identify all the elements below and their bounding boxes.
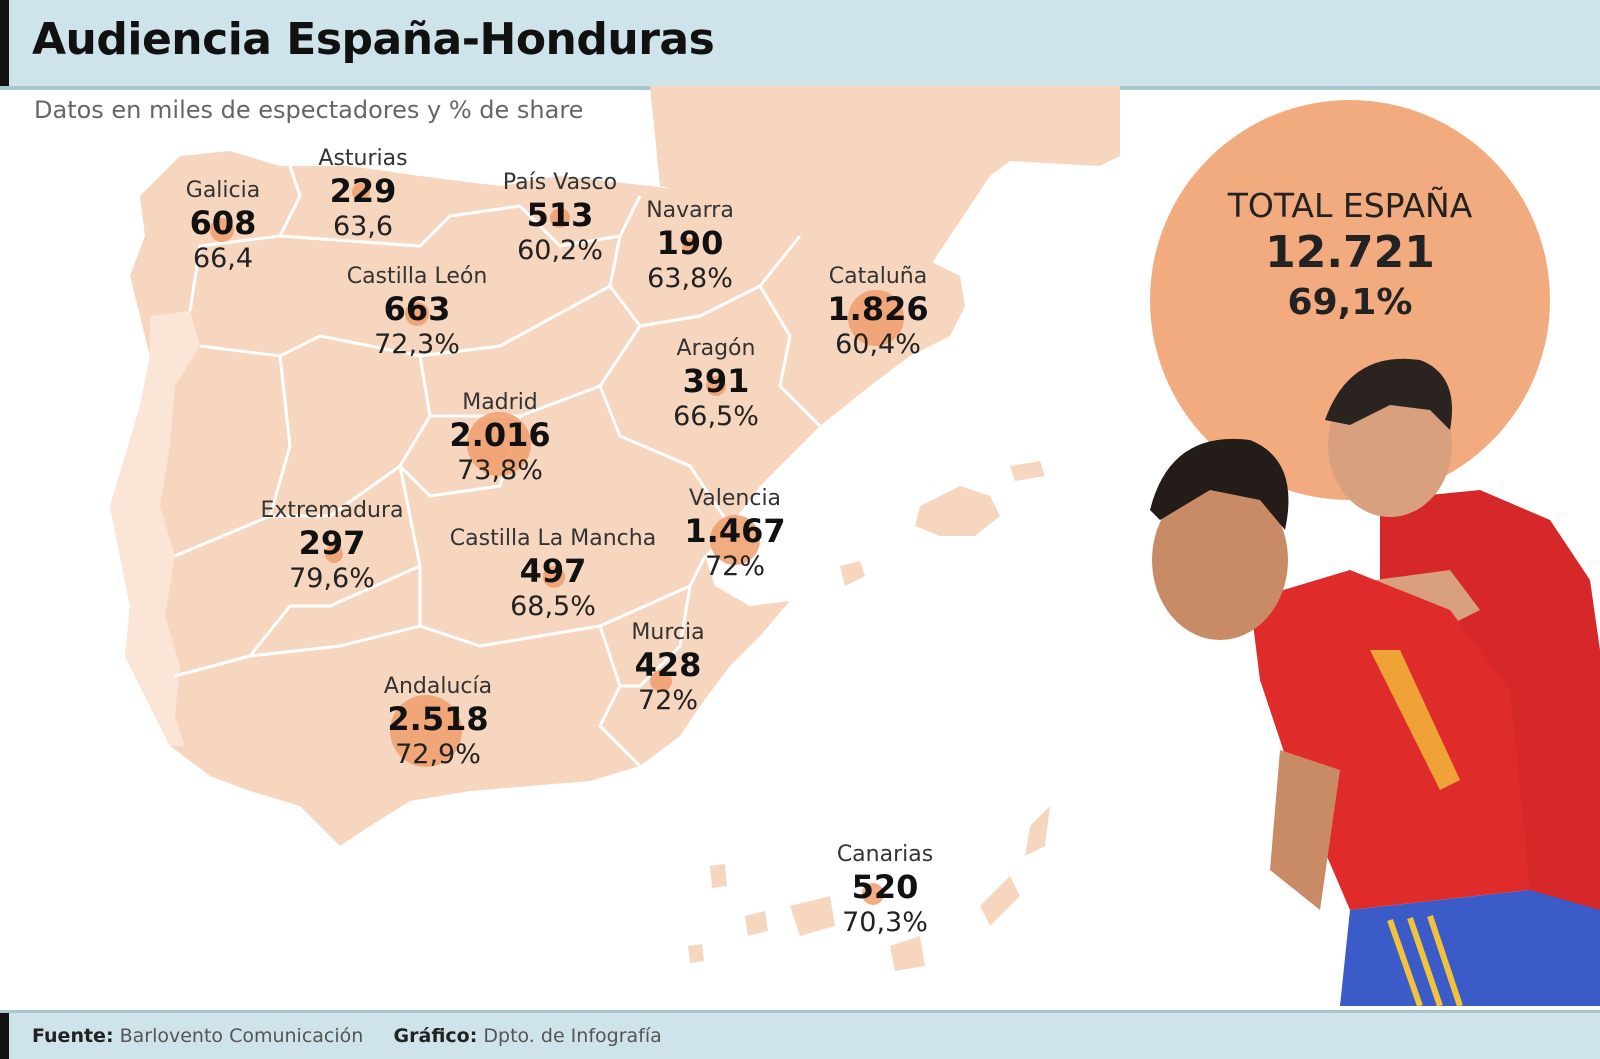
region-share: 63,8%: [647, 263, 733, 294]
region-share: 73,8%: [457, 455, 543, 486]
region-murcia: Murcia 428 72%: [548, 620, 788, 718]
region-name: Madrid: [462, 390, 538, 415]
region-valencia: Valencia 1.467 72%: [615, 486, 855, 584]
region-name: País Vasco: [502, 170, 618, 195]
region-share: 70,3%: [842, 907, 928, 938]
region-galicia: Galicia 608 66,4: [103, 178, 343, 276]
region-canarias: Canarias 520 70,3%: [765, 842, 1005, 940]
value-dot-navarra: [682, 238, 696, 252]
region-castilla-leon: Castilla León 663 72,3%: [297, 264, 537, 362]
source-label: Fuente:: [32, 1025, 114, 1047]
region-share: 79,6%: [289, 563, 375, 594]
value-dot-castilla-la-mancha: [543, 566, 565, 588]
value-dot-pais-vasco: [550, 208, 570, 228]
value-dot-extremadura: [325, 545, 343, 563]
graphic-value: Dpto. de Infografía: [483, 1025, 662, 1047]
region-name: Galicia: [185, 178, 261, 203]
mallorca: [915, 486, 1000, 536]
region-value: 520: [851, 868, 919, 906]
value-dot-castilla-leon: [405, 302, 429, 326]
region-extremadura: Extremadura 297 79,6%: [212, 498, 452, 596]
region-name: Valencia: [688, 486, 782, 511]
region-share: 60,2%: [517, 235, 603, 266]
region-value: 1.467: [684, 512, 786, 550]
region-share: 72,3%: [374, 329, 460, 360]
portugal: [110, 311, 200, 746]
region-name: Cataluña: [828, 264, 928, 289]
region-name: Asturias: [318, 146, 408, 171]
value-dot-aragon: [706, 376, 726, 396]
iberian-peninsula: [110, 151, 965, 846]
header-accent: [0, 0, 9, 86]
footer-credits: Fuente: Barlovento Comunicación Gráfico:…: [32, 1025, 662, 1047]
graphic-label: Gráfico:: [393, 1025, 478, 1047]
region-name: Extremadura: [260, 498, 404, 523]
region-share: 66,5%: [673, 401, 759, 432]
region-value: 391: [682, 362, 750, 400]
region-name: Andalucía: [383, 674, 493, 699]
region-name: Murcia: [631, 620, 705, 645]
region-asturias: Asturias 229 63,6: [243, 146, 483, 244]
region-name: Aragón: [676, 336, 756, 361]
value-dot-galicia: [210, 218, 234, 242]
region-value: 663: [383, 290, 451, 328]
canary-islands: [688, 806, 1050, 971]
footer-accent: [0, 1013, 9, 1059]
region-cataluna: Cataluña 1.826 60,4%: [758, 264, 998, 362]
region-madrid: Madrid 2.016 73,8%: [380, 390, 620, 488]
region-share: 72%: [704, 551, 765, 582]
region-share: 68,5%: [510, 591, 596, 622]
region-name: Canarias: [836, 842, 934, 867]
spain-map: [110, 86, 1120, 971]
region-share: 72%: [637, 685, 698, 716]
value-dot-asturias: [352, 183, 370, 201]
footer-bar: Fuente: Barlovento Comunicación Gráfico:…: [0, 1010, 1600, 1059]
region-value: 428: [634, 646, 702, 684]
region-value: 1.826: [827, 290, 929, 328]
value-dot-valencia: [710, 515, 760, 565]
region-navarra: Navarra 190 63,8%: [570, 198, 810, 296]
region-value: 297: [298, 524, 366, 562]
region-value: 2.518: [387, 700, 489, 738]
total-share: 69,1%: [1287, 282, 1413, 323]
value-dot-madrid: [467, 412, 531, 476]
source-value: Barlovento Comunicación: [119, 1025, 364, 1047]
region-castilla-la-mancha: Castilla La Mancha 497 68,5%: [433, 526, 673, 624]
header-bar: Audiencia España-Honduras: [0, 0, 1600, 90]
region-andalucia: Andalucía 2.518 72,9%: [318, 674, 558, 772]
region-value: 608: [189, 204, 257, 242]
region-value: 513: [526, 196, 594, 234]
region-value: 190: [656, 224, 724, 262]
region-share: 72,9%: [395, 739, 481, 770]
region-value: 2.016: [449, 416, 551, 454]
region-share: 63,6: [332, 211, 394, 242]
total-label: TOTAL ESPAÑA: [1227, 186, 1473, 225]
region-value: 229: [329, 172, 397, 210]
value-dot-andalucia: [390, 695, 462, 767]
subtitle: Datos en miles de espectadores y % de sh…: [34, 96, 584, 124]
ibiza: [840, 561, 865, 586]
players-photo: [1150, 358, 1600, 1006]
region-name: Navarra: [646, 198, 734, 223]
page-title: Audiencia España-Honduras: [32, 14, 715, 65]
value-dot-canarias: [862, 883, 884, 905]
value-dot-cataluna: [848, 290, 904, 346]
region-share: 60,4%: [835, 329, 921, 360]
france-land: [650, 86, 1120, 266]
region-value: 497: [519, 552, 587, 590]
total-spain: TOTAL ESPAÑA 12.721 69,1%: [1150, 186, 1550, 326]
total-value: 12.721: [1265, 227, 1435, 278]
region-name: Castilla León: [346, 264, 488, 289]
value-dot-murcia: [650, 670, 672, 692]
region-pais-vasco: País Vasco 513 60,2%: [440, 170, 680, 268]
region-borders: [174, 165, 822, 768]
region-name: Castilla La Mancha: [449, 526, 657, 551]
region-aragon: Aragón 391 66,5%: [596, 336, 836, 434]
menorca: [1010, 461, 1045, 481]
region-share: 66,4: [192, 243, 254, 274]
